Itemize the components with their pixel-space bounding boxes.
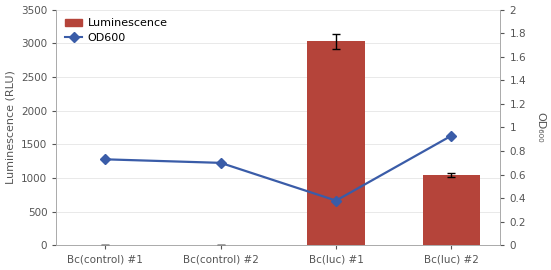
Y-axis label: OD₆₀₀: OD₆₀₀: [536, 112, 545, 143]
Legend: Luminescence, OD600: Luminescence, OD600: [62, 15, 171, 46]
Y-axis label: Luminescence (RLU): Luminescence (RLU): [6, 70, 15, 184]
Bar: [423, 175, 480, 245]
Bar: [307, 41, 365, 245]
